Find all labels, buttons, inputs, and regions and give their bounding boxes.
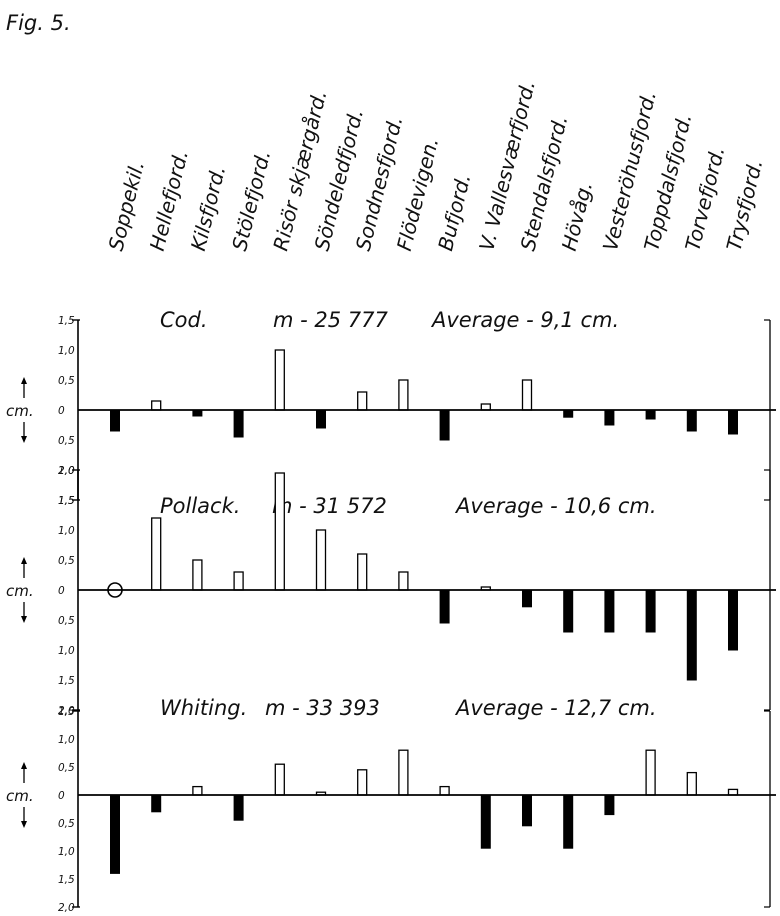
pollack-bar-s-ndeledfjord (315, 529, 327, 591)
whiting-y-tick-label: 1,0 (58, 846, 75, 858)
cod-average-label: Average - 9,1 cm. (430, 308, 619, 332)
cod-bar-s-ndeledfjord (316, 409, 326, 429)
cod-bar-sondnesfjord (357, 391, 368, 411)
pollack-y-tick-label: 1,0 (58, 525, 75, 537)
whiting-y-tick-label: 0,5 (58, 818, 75, 830)
pollack-y-tick-label: 0,5 (58, 555, 75, 567)
whiting-bar-st-lefjord (233, 794, 244, 821)
pollack-bar-h-v-g (563, 589, 574, 633)
panel-pollack: Pollack. m - 31 572 Average - 10,6 cm.2,01… (6, 465, 776, 717)
figure-label: Fig. 5. (6, 11, 71, 35)
whiting-y-tick-label: 1,5 (58, 706, 75, 718)
whiting-bar-sondnesfjord (357, 769, 368, 796)
whiting-bar-bufjord (439, 785, 450, 796)
panel-cod: Cod. m - 25 777 Average - 9,1 cm. 1,5 1,0 0,5… (6, 308, 776, 507)
pollack-bar-toppdalsfjord (645, 589, 656, 633)
pollack-down-arrow-head (21, 616, 27, 623)
whiting-zero-label: 0 (58, 790, 65, 802)
cod-bar-toppdalsfjord (645, 409, 656, 420)
cod-bar-trysfjord (728, 409, 738, 435)
cod-title: Cod. (160, 308, 208, 332)
whiting-y-tick-label: 1,5 (58, 874, 75, 886)
pollack-y-tick-label: 2,0 (58, 465, 75, 477)
cod-zero-label: 0 (58, 405, 65, 417)
pollack-y-tick-label: 2,0 (58, 705, 75, 717)
whiting-bar-fl-devigen (398, 749, 409, 796)
cod-y-tick-label: 1,0 (58, 345, 75, 357)
pollack-bar-fl-devigen (398, 571, 409, 591)
cod-bar-stendalsfjord (521, 379, 533, 411)
chart-panels: Cod. m - 25 777 Average - 9,1 cm. 1,5 1,0 0,5… (6, 308, 776, 914)
pollack-bar-stendalsfjord (522, 589, 532, 608)
cod-bar-h-v-g (563, 409, 574, 418)
cod-y-tick-label: 0,5 (58, 435, 75, 447)
cod-m-label: m - 25 777 (273, 308, 389, 332)
whiting-y-tick-label: 2,0 (58, 902, 75, 914)
pollack-y-tick-label: 1,0 (58, 645, 75, 657)
station-label-kilsfjord: Kilsfjord. (186, 163, 230, 253)
station-labels: Soppekil.Hellefjord.Kilsfjord.Stölefjord… (104, 78, 768, 253)
cod-bar-soppekil (110, 409, 120, 432)
whiting-bar-hellefjord (151, 794, 162, 813)
pollack-bar-ris-r-skj-rg-rd (274, 472, 285, 591)
whiting-bar-kilsfjord (192, 785, 203, 796)
whiting-bar-soppekil (110, 794, 120, 874)
station-label-st-lefjord: Stölefjord. (227, 148, 275, 254)
cod-bar-st-lefjord (233, 409, 244, 438)
whiting-bar-h-v-g (563, 794, 574, 849)
pollack-bar-bufjord (439, 589, 450, 624)
cod-y-tick-label: 0,5 (58, 375, 75, 387)
pollack-y-tick-label: 0,5 (58, 615, 75, 627)
whiting-title: Whiting. (160, 696, 247, 720)
station-label-h-v-g: Hövåg. (557, 179, 597, 253)
cod-bar-vester-husfjord (604, 409, 615, 426)
pollack-unit-label: cm. (6, 582, 34, 600)
whiting-y-tick-label: 1,0 (58, 734, 75, 746)
whiting-y-tick-label: 0,5 (58, 762, 75, 774)
station-label-trysfjord: Trysfjord. (722, 157, 768, 253)
cod-unit-label: cm. (6, 402, 34, 420)
cod-bar-bufjord (439, 409, 450, 441)
pollack-bar-hellefjord (151, 517, 162, 591)
pollack-y-tick-label: 1,5 (58, 495, 75, 507)
pollack-bar-sondnesfjord (357, 553, 368, 591)
cod-y-tick-label: 1,0 (58, 465, 75, 477)
cod-bar-hellefjord (151, 400, 162, 411)
cod-bar-ris-r-skj-rg-rd (274, 349, 285, 411)
whiting-down-arrow-head (21, 821, 27, 828)
pollack-m-label: m - 31 572 (272, 494, 387, 518)
whiting-bar-toppdalsfjord (645, 749, 656, 796)
whiting-bar-v-vallesv-rfjord (480, 794, 491, 849)
station-label-torvefjord: Torvefjord. (680, 144, 729, 253)
cod-bar-torvefjord (686, 409, 697, 432)
cod-up-arrow-head (21, 377, 27, 384)
pollack-y-tick-label: 1,5 (58, 675, 75, 687)
pollack-bar-trysfjord (728, 589, 738, 651)
cod-bar-fl-devigen (398, 379, 409, 411)
cod-y-tick-label: 1,5 (58, 315, 75, 327)
whiting-unit-label: cm. (6, 787, 34, 805)
whiting-up-arrow-head (21, 762, 27, 769)
whiting-bar-ris-r-skj-rg-rd (274, 763, 285, 796)
cod-down-arrow-head (21, 436, 27, 443)
station-label-bufjord: Bufjord. (433, 171, 475, 253)
panel-whiting: Whiting. m - 33 393 Average - 12,7 cm. 1,5 1… (6, 696, 776, 914)
station-label-hellefjord: Hellefjord. (145, 148, 193, 254)
pollack-bar-kilsfjord (192, 559, 203, 591)
cod-y-tick-label: 1,5 (58, 495, 75, 507)
whiting-m-label: m - 33 393 (265, 696, 380, 720)
pollack-average-label: Average - 10,6 cm. (454, 494, 657, 518)
pollack-up-arrow-head (21, 557, 27, 564)
station-label-soppekil: Soppekil. (104, 158, 149, 253)
pollack-bar-vester-husfjord (604, 589, 615, 633)
pollack-title: Pollack. (160, 494, 240, 518)
whiting-average-label: Average - 12,7 cm. (454, 696, 657, 720)
whiting-bar-stendalsfjord (522, 794, 532, 827)
pollack-bar-torvefjord (686, 589, 697, 681)
whiting-bar-torvefjord (686, 771, 697, 796)
pollack-bar-st-lefjord (233, 571, 244, 591)
whiting-bar-vester-husfjord (604, 794, 615, 816)
pollack-zero-label: 0 (58, 585, 65, 597)
